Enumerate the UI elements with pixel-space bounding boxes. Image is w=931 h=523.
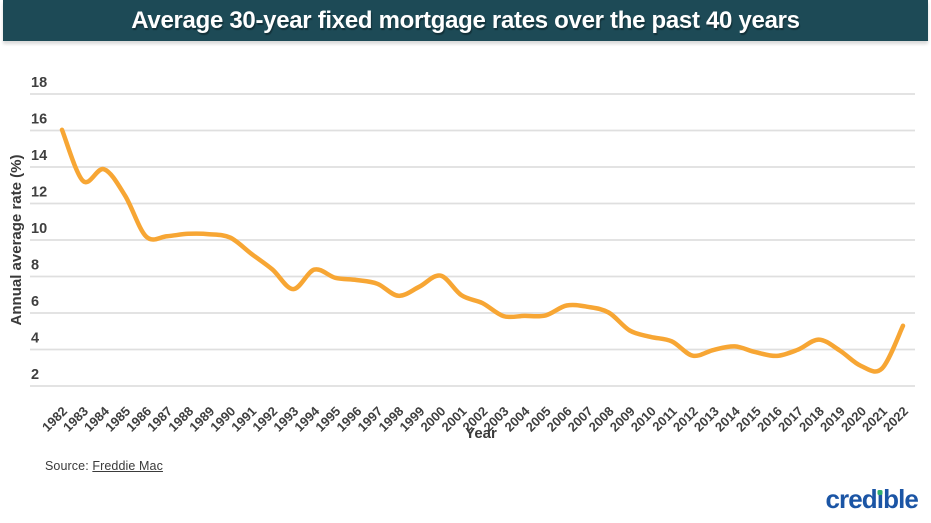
chart-title-bar: Average 30-year fixed mortgage rates ove…	[3, 0, 928, 41]
x-tick-label: 2022	[880, 404, 911, 435]
source-link[interactable]: Freddie Mac	[92, 459, 163, 473]
page-title: Average 30-year fixed mortgage rates ove…	[131, 6, 800, 34]
source-attribution: Source: Freddie Mac	[45, 459, 163, 473]
y-tick-label: 14	[31, 148, 47, 164]
logo-i-with-green-dot: ı	[876, 484, 884, 514]
y-tick-label: 18	[31, 75, 47, 91]
y-tick-label: 16	[31, 112, 47, 128]
y-tick-label: 12	[31, 185, 47, 201]
x-axis-title: Year	[465, 425, 497, 442]
y-tick-label: 6	[31, 294, 39, 310]
y-tick-label: 4	[31, 331, 39, 347]
credible-logo[interactable]: credıble	[825, 486, 918, 512]
y-axis-title: Annual average rate (%)	[8, 155, 25, 326]
y-tick-label: 8	[31, 258, 39, 274]
rate-line-series	[59, 127, 906, 374]
source-label: Source:	[45, 459, 89, 473]
logo-text-pre: cred	[825, 484, 877, 514]
logo-text-post: ble	[883, 484, 919, 514]
y-tick-label: 10	[31, 221, 47, 237]
y-tick-label: 2	[31, 367, 39, 383]
